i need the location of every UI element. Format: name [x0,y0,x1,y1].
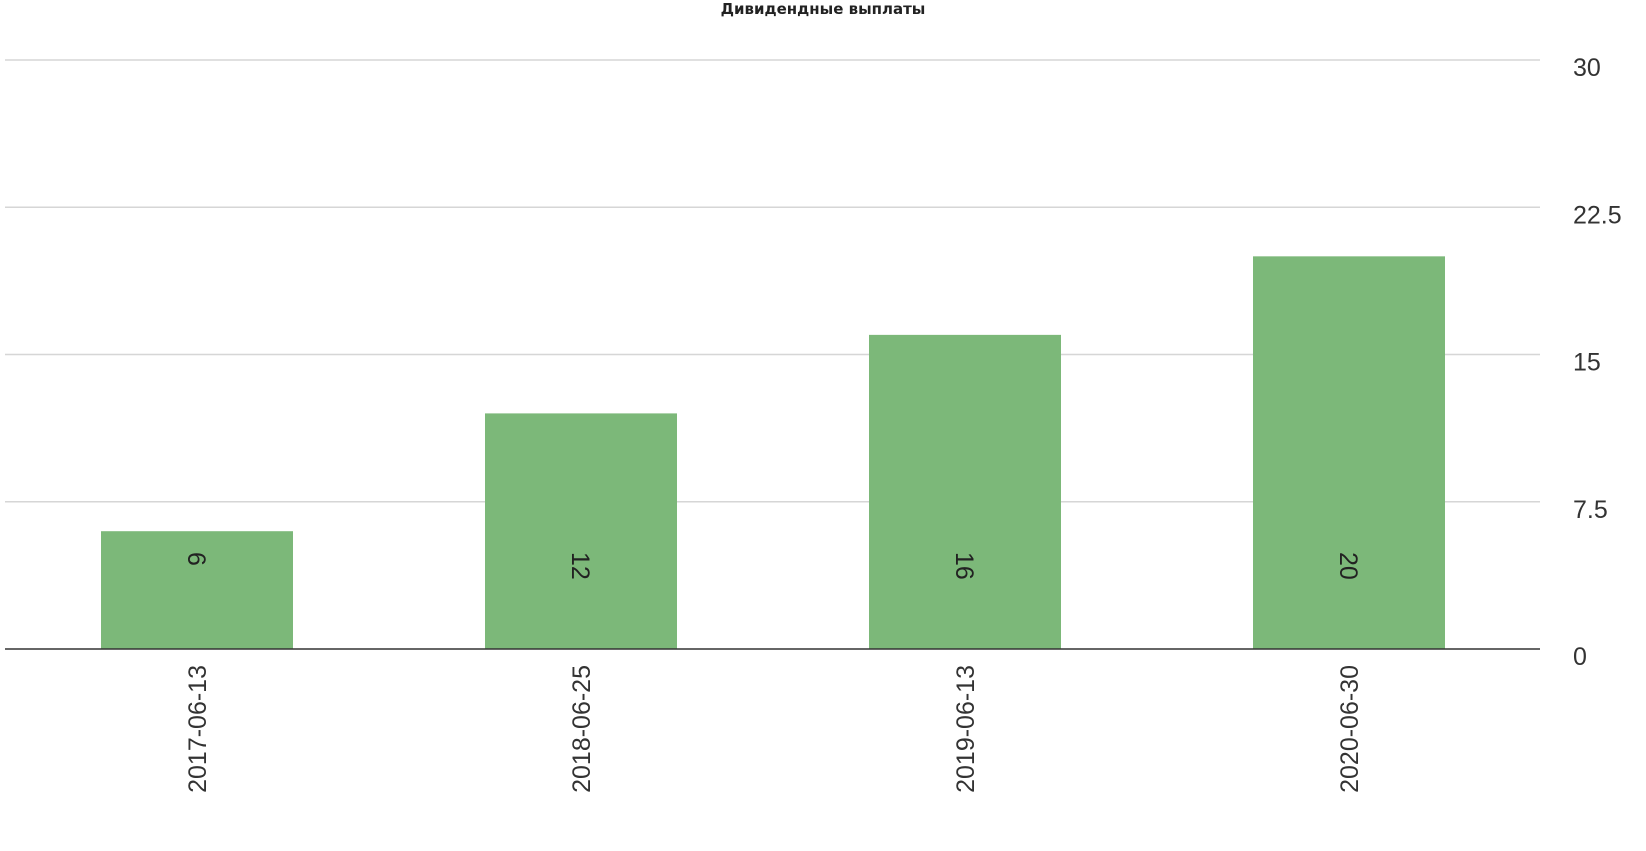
y-tick-label: 0 [1573,643,1587,671]
data-label: 16 [950,552,978,580]
bar [485,413,677,649]
x-tick-label: 2020-06-30 [1336,665,1364,793]
bar [1253,256,1445,649]
y-tick-label: 7.5 [1573,496,1608,524]
data-label: 6 [182,552,210,566]
x-tick-label: 2019-06-13 [952,665,980,793]
chart-title: Дивидендные выплаты [720,0,926,18]
bars [101,256,1445,649]
x-axis-ticks: 2017-06-13 2018-06-25 2019-06-13 2020-06-30 [184,665,1364,793]
data-labels: 6 12 16 20 [182,552,1362,580]
y-tick-label: 15 [1573,349,1601,377]
y-tick-label: 30 [1573,54,1601,82]
x-tick-label: 2017-06-13 [184,665,212,793]
y-tick-label: 22.5 [1573,201,1622,229]
bar [101,531,293,649]
y-axis-ticks: 0 7.5 15 22.5 30 [1573,54,1622,671]
bar [869,334,1061,649]
data-label: 20 [1334,552,1362,580]
x-tick-label: 2018-06-25 [568,665,596,793]
data-label: 12 [566,552,594,580]
